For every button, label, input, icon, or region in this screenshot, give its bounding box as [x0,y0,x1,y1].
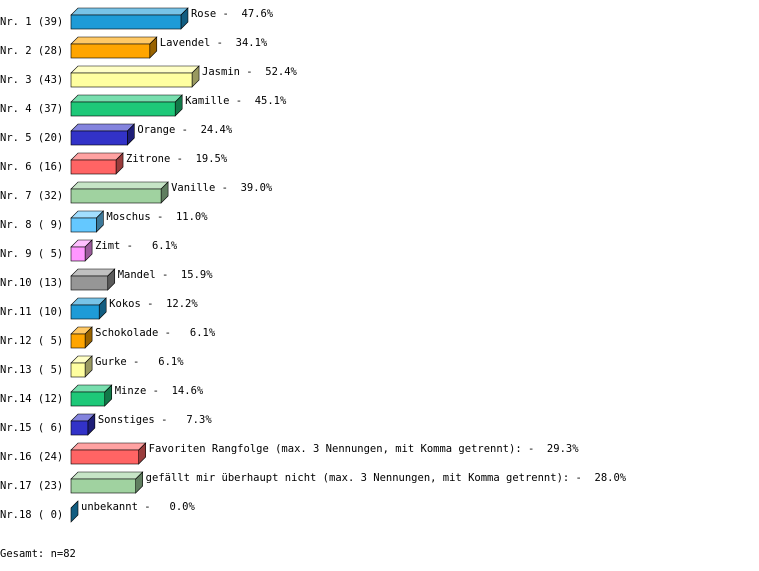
category-label: Nr. 9 ( 5) [0,248,63,260]
bar-top [70,36,158,45]
value-label: Moschus - 11.0% [106,211,208,223]
bar-top [70,123,136,132]
category-label: Nr.12 ( 5) [0,335,63,347]
value-label: Zitrone - 19.5% [126,153,228,165]
category-label: Nr.13 ( 5) [0,364,63,376]
category-label: Nr.11 (10) [0,306,63,318]
value-label: Minze - 14.6% [115,385,204,397]
bar [70,217,97,233]
value-label: Lavendel - 34.1% [160,37,268,49]
category-label: Nr.16 (24) [0,451,63,463]
bar [70,449,139,465]
bar-top [70,442,147,451]
bar [70,101,176,117]
category-label: Nr.15 ( 6) [0,422,63,434]
value-label: Sonstiges - 7.3% [98,414,212,426]
value-label: Jasmin - 52.4% [202,66,298,78]
bar-top [70,181,169,190]
category-label: Nr.17 (23) [0,480,63,492]
value-label: Mandel - 15.9% [118,269,214,281]
category-label: Nr. 6 (16) [0,161,63,173]
category-label: Nr. 7 (32) [0,190,63,202]
category-label: Nr.18 ( 0) [0,509,63,521]
category-label: Nr.14 (12) [0,393,63,405]
bar [70,43,151,59]
value-label: gefällt mir überhaupt nicht (max. 3 Nenn… [146,472,627,484]
value-label: Kokos - 12.2% [109,298,198,310]
bar-top [70,268,116,277]
bar-side [70,500,79,523]
category-label: Nr. 2 (28) [0,45,63,57]
bar-top [70,7,189,16]
category-label: Nr. 4 (37) [0,103,63,115]
bar [70,14,182,30]
bar [70,391,106,407]
bar [70,333,86,349]
value-label: Rose - 47.6% [191,8,274,20]
category-label: Nr. 8 ( 9) [0,219,63,231]
bar-top [70,471,144,480]
bar [70,72,193,88]
bar [70,159,117,175]
value-label: Zimt - 6.1% [95,240,178,252]
bar-top [70,94,183,103]
value-label: Schokolade - 6.1% [95,327,216,339]
bar [70,130,128,146]
footer: Gesamt: n=82 [0,548,76,560]
value-label: Gurke - 6.1% [95,356,184,368]
value-label: Vanille - 39.0% [171,182,273,194]
category-label: Nr. 1 (39) [0,16,63,28]
value-label: Kamille - 45.1% [185,95,287,107]
bar [70,304,100,320]
bar [70,188,162,204]
bar-top [70,65,200,74]
bar [70,478,136,494]
category-label: Nr. 3 (43) [0,74,63,86]
value-label: Favoriten Rangfolge (max. 3 Nennungen, m… [149,443,580,455]
bar [70,246,86,262]
bar [70,275,109,291]
value-label: Orange - 24.4% [137,124,233,136]
category-label: Nr. 5 (20) [0,132,63,144]
bar [70,362,86,378]
bar-top [70,152,124,161]
category-label: Nr.10 (13) [0,277,63,289]
bar [70,420,89,436]
value-label: unbekannt - 0.0% [81,501,195,513]
